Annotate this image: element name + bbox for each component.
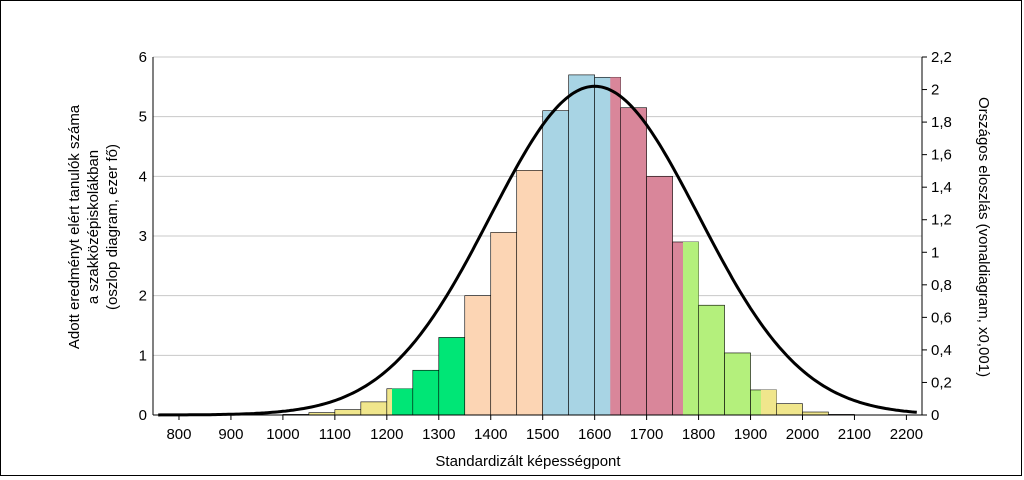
y-tick-label: 3 — [139, 228, 147, 245]
y2-tick-label: 0 — [931, 407, 939, 424]
axes — [152, 56, 927, 420]
x-tick-label: 1800 — [682, 426, 715, 443]
y2-tick-label: 0,2 — [931, 374, 952, 391]
y2-tick-label: 1,6 — [931, 147, 952, 164]
x-tick-labels: 800 900 1000 1100 1200 1300 1400 1500 1600 1700 18… — [166, 426, 923, 443]
y-tick-label: 0 — [139, 407, 147, 424]
histogram-bar — [542, 110, 569, 416]
histogram-bar — [698, 304, 725, 416]
y2-tick-label: 0,6 — [931, 309, 952, 326]
y2-tick-label: 1,4 — [931, 179, 952, 196]
x-tick-label: 1000 — [266, 426, 299, 443]
histogram-bar — [516, 170, 543, 416]
x-tick-label: 1600 — [578, 426, 611, 443]
y2-tick-label: 2 — [931, 82, 939, 99]
histogram-bar — [568, 74, 595, 416]
histogram-bar — [620, 107, 647, 416]
histogram-bar-overlay — [760, 389, 777, 415]
histogram-bar — [412, 369, 440, 416]
y-axis-title-line-1: Adott eredményt elért tanulók száma — [66, 104, 83, 349]
x-tick-label: 2000 — [786, 426, 819, 443]
y2-tick-label: 0,8 — [931, 277, 952, 294]
y-tick-labels: 0 1 2 3 4 5 6 — [139, 49, 147, 424]
y-tick-label: 6 — [139, 49, 147, 66]
y2-tick-label: 1,8 — [931, 114, 952, 131]
y-tick-label: 5 — [139, 109, 147, 126]
y2-tick-label: 0,4 — [931, 342, 952, 359]
x-tick-label: 1400 — [474, 426, 507, 443]
x-tick-label: 1200 — [370, 426, 403, 443]
histogram-bar — [360, 401, 388, 416]
distribution-curve — [158, 84, 917, 417]
curve-layer — [158, 84, 917, 417]
histogram-bar — [490, 232, 518, 416]
x-axis-title: Standardizált képességpont — [435, 453, 621, 470]
y2-tick-label: 1 — [931, 244, 939, 261]
x-tick-label: 800 — [166, 426, 191, 443]
y-tick-label: 2 — [139, 288, 147, 305]
histogram-bar — [646, 176, 673, 416]
histogram-bar — [724, 352, 751, 416]
histogram-bar — [438, 337, 466, 416]
y2-tick-label: 2,2 — [931, 49, 952, 66]
histogram-bar — [334, 409, 362, 416]
histogram-bar — [464, 295, 492, 416]
histogram-bar — [776, 403, 803, 416]
histogram-bar-overlay — [682, 241, 699, 415]
x-tick-label: 900 — [218, 426, 243, 443]
histogram-bar-overlay — [392, 388, 413, 415]
x-tick-label: 2200 — [890, 426, 923, 443]
y2-tick-label: 1,2 — [931, 212, 952, 229]
y-axis-title: Adott eredményt elért tanulók száma a sz… — [66, 104, 121, 349]
y2-tick-labels: 0 0,2 0,4 0,6 0,8 1 1,2 1,4 1,6 1,8 2 2,2 — [931, 49, 952, 424]
x-tick-label: 1500 — [526, 426, 559, 443]
y-axis-title-line-3: (oszlop diagram, ezer fő) — [104, 144, 121, 310]
x-tick-label: 1300 — [422, 426, 455, 443]
bars-group — [282, 74, 855, 416]
y-tick-label: 1 — [139, 347, 147, 364]
y2-axis-title: Országos eloszlás (vonaldiagram, x0,001) — [975, 97, 992, 377]
x-tick-label: 2100 — [838, 426, 871, 443]
x-tick-label: 1900 — [734, 426, 767, 443]
histogram-bar-overlay — [610, 77, 621, 415]
x-tick-label: 1100 — [319, 426, 351, 443]
y-axis-title-line-2: a szakközépiskolákban — [85, 150, 102, 304]
x-tick-label: 1700 — [630, 426, 663, 443]
y-tick-label: 4 — [139, 168, 147, 185]
